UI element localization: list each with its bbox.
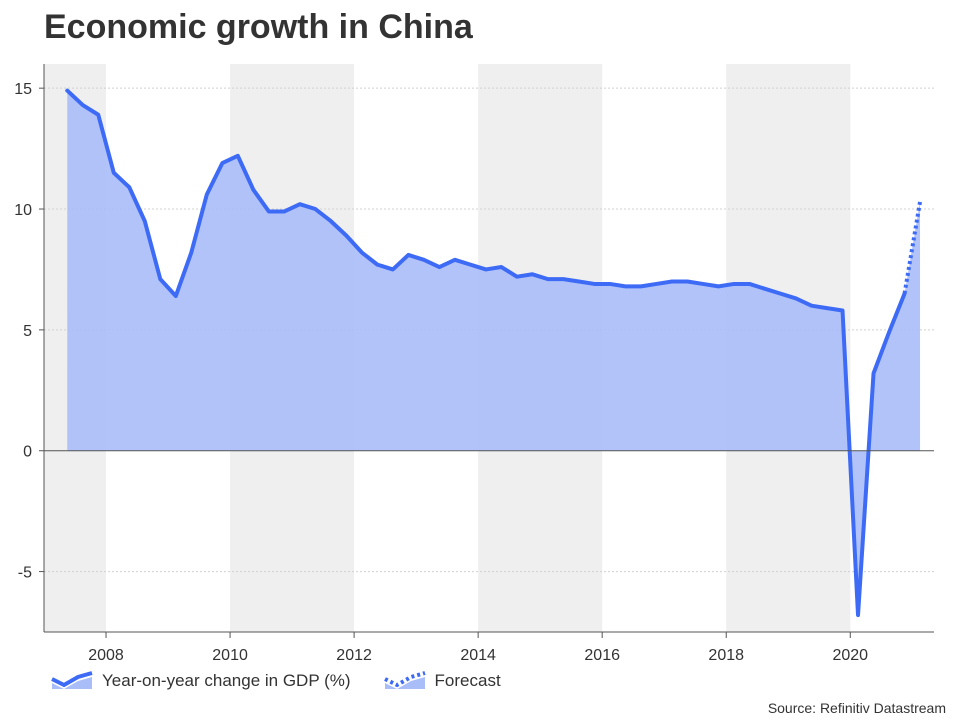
y-tick-label: -5 [18,565,32,582]
gdp-area-fill [67,90,921,616]
source-note: Source: Refinitiv Datastream [767,700,946,716]
x-tick-label: 2020 [832,647,868,664]
x-tick-label: 2014 [460,647,496,664]
gdp-line [65,88,907,618]
y-tick-label: 0 [23,444,32,461]
legend: Year-on-year change in GDP (%) Forecast [50,671,523,691]
y-tick-label: 5 [23,323,32,340]
chart-title: Economic growth in China [44,8,473,46]
y-tick-label: 15 [14,81,32,98]
legend-label-forecast: Forecast [434,671,501,690]
x-tick-label: 2008 [88,647,124,664]
x-tick-label: 2010 [212,647,248,664]
legend-swatch-gdp [51,671,93,689]
legend-item-gdp: Year-on-year change in GDP (%) [50,671,351,691]
legend-label-gdp: Year-on-year change in GDP (%) [102,671,351,690]
legend-swatch-forecast [383,671,426,689]
y-tick-label: 10 [14,202,32,219]
x-tick-label: 2018 [708,647,744,664]
x-tick-label: 2016 [584,647,620,664]
x-tick-label: 2012 [336,647,372,664]
legend-item-forecast: Forecast [383,671,501,691]
